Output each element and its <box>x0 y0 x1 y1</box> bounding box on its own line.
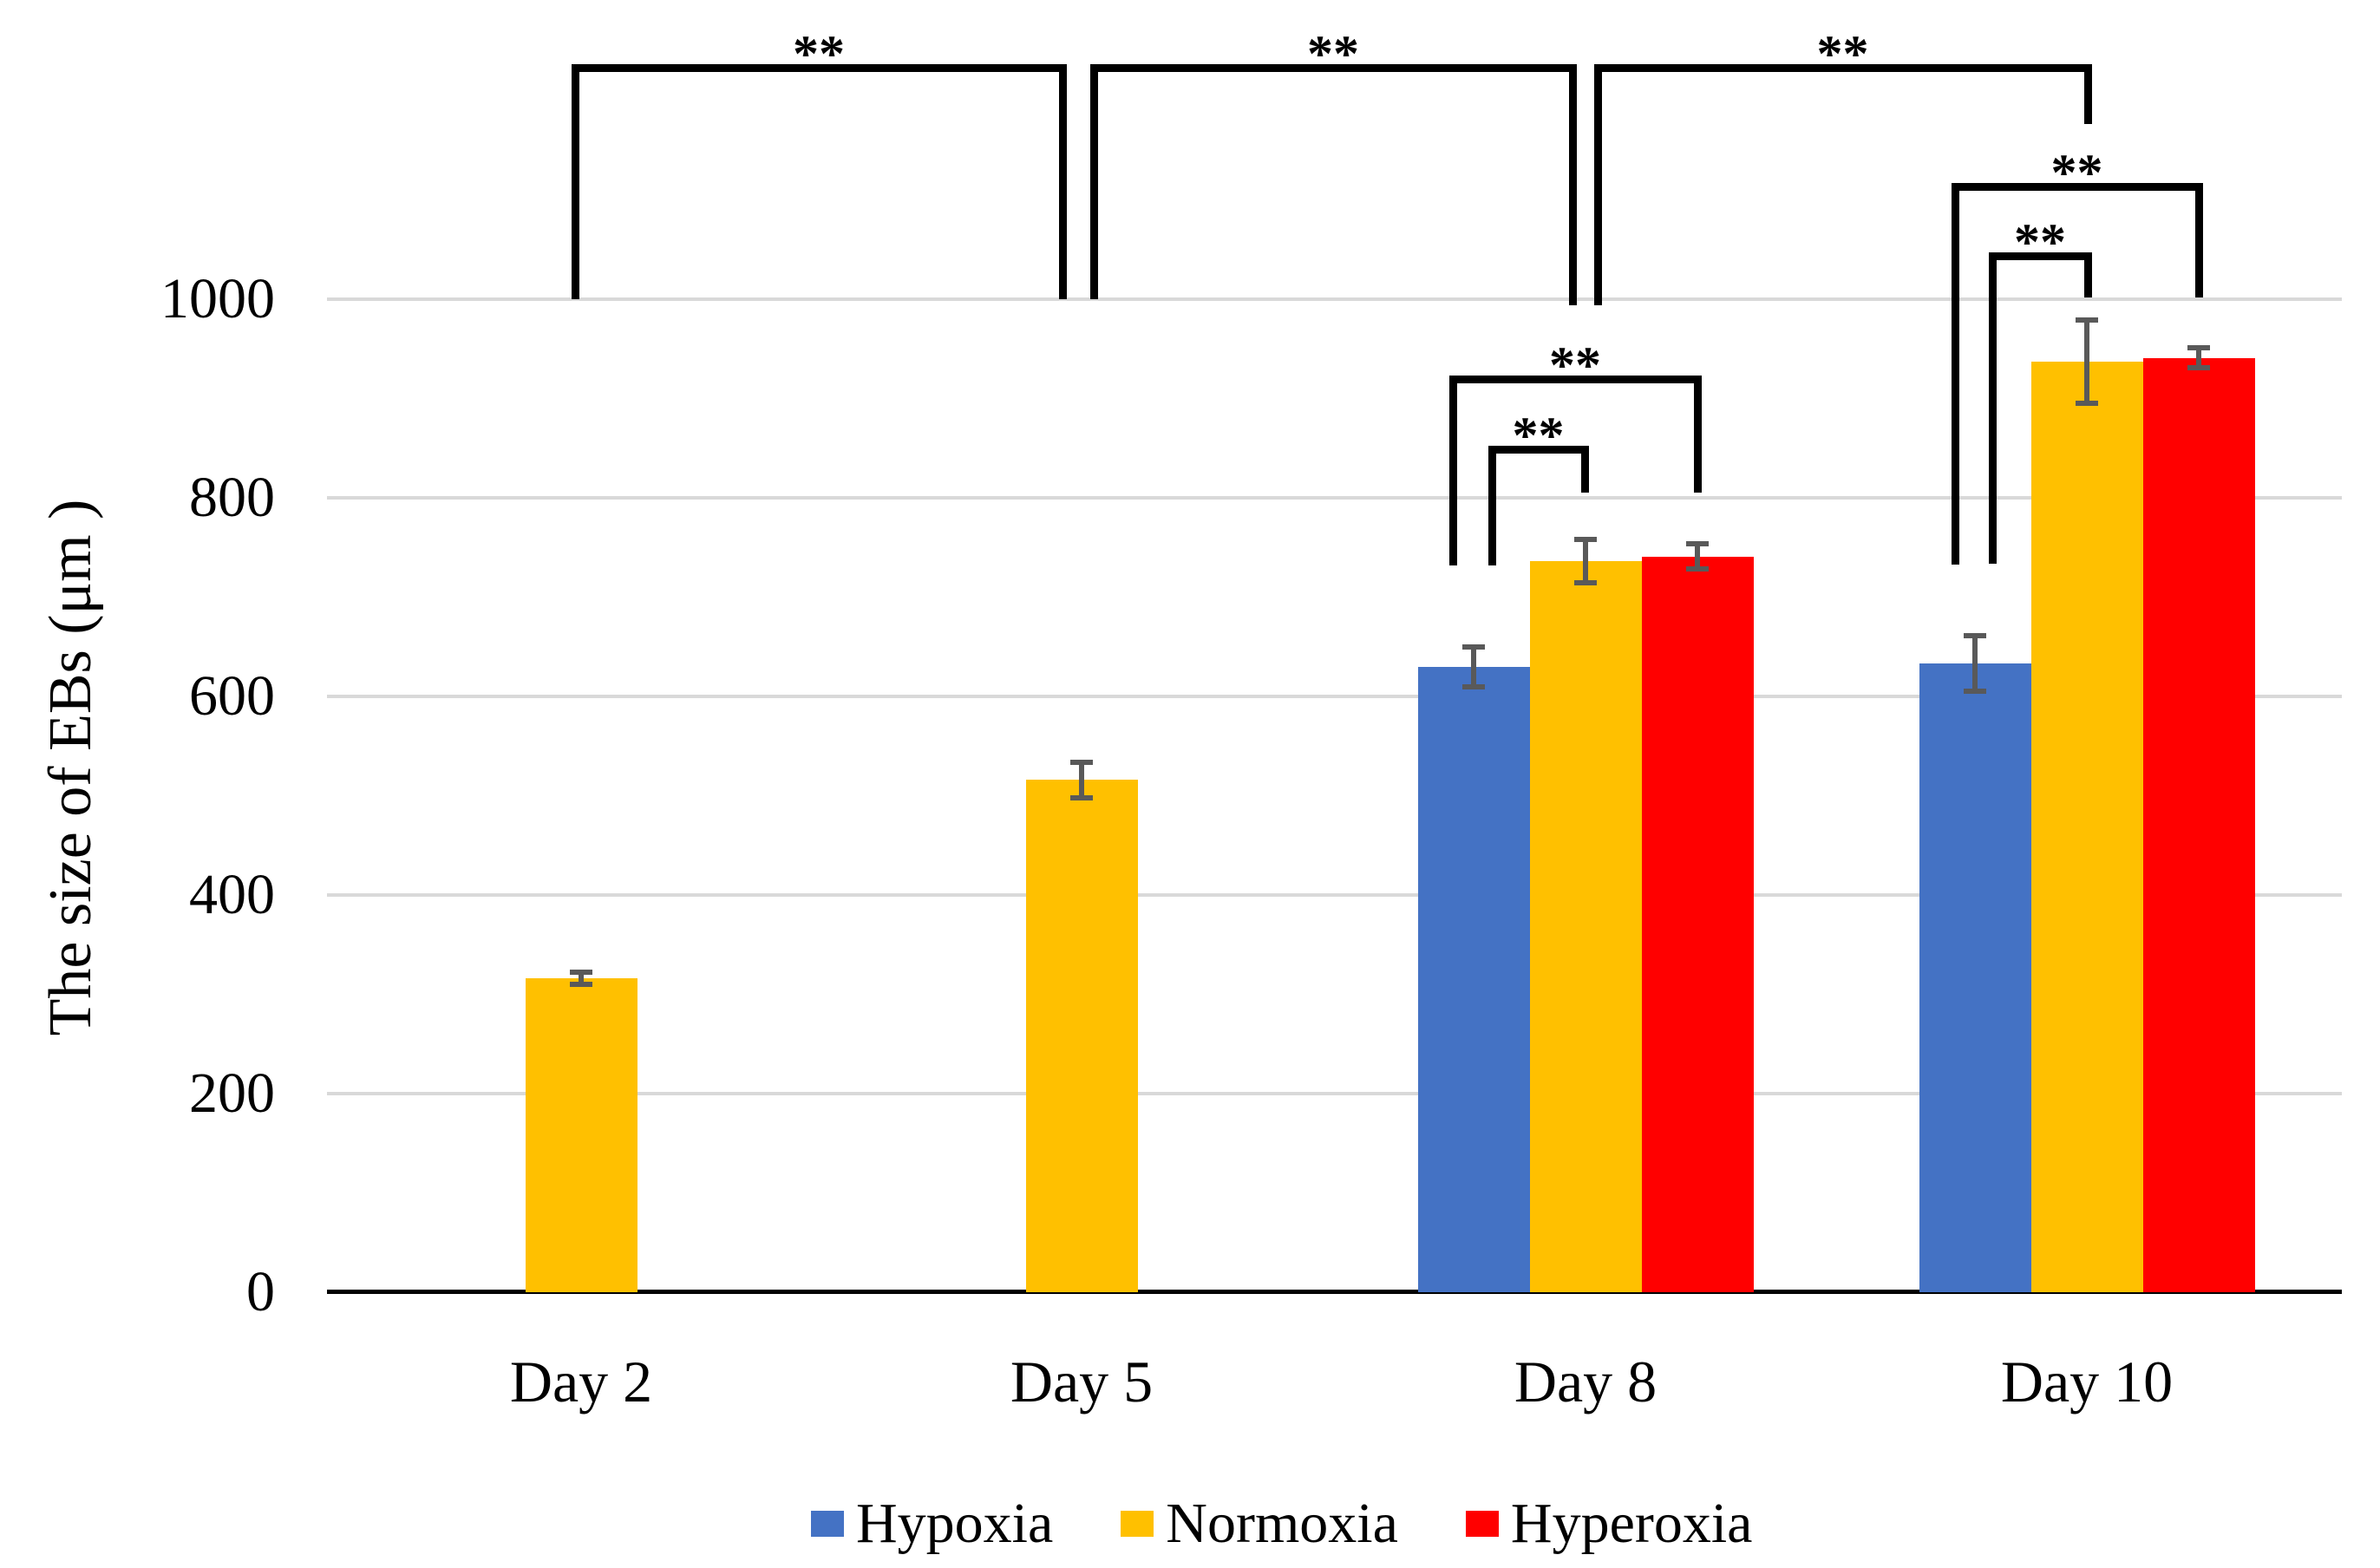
legend-swatch-hypoxia <box>811 1511 844 1537</box>
significance-bracket-7-left-leg <box>1988 252 1997 564</box>
bar-hyperoxia-day-8 <box>1641 556 1754 1292</box>
error-bar-cap-bottom <box>2076 401 2098 407</box>
legend-swatch-hyperoxia <box>1465 1511 1499 1537</box>
significance-bracket-5-right-leg <box>1580 445 1589 493</box>
error-bar-cap-top <box>1462 644 1485 650</box>
bar-hypoxia-day-10 <box>1919 663 2031 1292</box>
significance-bracket-1-top <box>571 63 1067 72</box>
significance-bracket-3-left-leg <box>1593 63 1602 305</box>
error-bar-cap-bottom <box>1462 683 1485 689</box>
significance-stars-4: ** <box>1549 336 1601 394</box>
significance-bracket-3-top <box>1593 63 2092 72</box>
error-bar-cap-top <box>1070 759 1093 765</box>
significance-stars-7: ** <box>2014 213 2066 271</box>
error-bar-normoxia-day-2 <box>579 972 584 985</box>
bar-normoxia-day-2 <box>525 978 638 1292</box>
significance-bracket-7-top <box>1988 252 2092 260</box>
legend: Hypoxia Normoxia Hyperoxia <box>811 1493 1752 1554</box>
y-axis-title: The size of EBs (μm ) <box>37 499 104 1036</box>
legend-label-normoxia: Normoxia <box>1166 1492 1398 1555</box>
x-axis-line <box>327 1290 2342 1294</box>
significance-bracket-5-top <box>1488 445 1589 454</box>
error-bar-cap-bottom <box>1070 794 1093 800</box>
significance-bracket-5-left-leg <box>1488 445 1496 565</box>
error-bar-cap-top <box>1964 633 1986 639</box>
bar-normoxia-day-8 <box>1529 561 1642 1292</box>
significance-bracket-4-top <box>1448 375 1702 383</box>
error-bar-cap-top <box>2076 317 2098 323</box>
legend-swatch-normoxia <box>1121 1511 1154 1537</box>
legend-item-normoxia: Normoxia <box>1121 1493 1398 1554</box>
x-tick-label-day-8: Day 8 <box>1514 1349 1658 1414</box>
error-bar-cap-top <box>1574 537 1597 543</box>
significance-bracket-4-left-leg <box>1448 375 1457 565</box>
gridline-600 <box>327 695 2342 698</box>
significance-stars-6: ** <box>2050 144 2103 201</box>
bar-normoxia-day-10 <box>2030 362 2143 1292</box>
gridline-400 <box>327 893 2342 897</box>
y-tick-label-800: 800 <box>189 466 275 529</box>
significance-bracket-4-right-leg <box>1693 375 1702 493</box>
x-tick-label-day-5: Day 5 <box>1010 1349 1154 1414</box>
significance-bracket-3-right-leg <box>2083 63 2092 124</box>
legend-label-hypoxia: Hypoxia <box>856 1492 1054 1555</box>
error-bar-hypoxia-day-8 <box>1471 646 1476 687</box>
error-bar-cap-bottom <box>2187 365 2210 370</box>
significance-bracket-6-left-leg <box>1951 182 1959 565</box>
legend-item-hyperoxia: Hyperoxia <box>1465 1492 1753 1555</box>
bar-hyperoxia-day-10 <box>2142 357 2255 1292</box>
error-bar-normoxia-day-10 <box>2084 320 2089 404</box>
error-bar-hyperoxia-day-10 <box>2196 348 2201 368</box>
significance-bracket-2-left-leg <box>1089 63 1098 299</box>
error-bar-cap-bottom <box>1574 580 1597 586</box>
y-tick-label-400: 400 <box>189 863 275 926</box>
error-bar-hypoxia-day-10 <box>1972 636 1978 692</box>
bar-hypoxia-day-8 <box>1417 666 1530 1292</box>
y-tick-label-200: 200 <box>189 1062 275 1125</box>
y-tick-label-600: 600 <box>189 664 275 728</box>
significance-stars-5: ** <box>1512 407 1565 464</box>
significance-stars-3: ** <box>1816 25 1869 82</box>
legend-item-hypoxia: Hypoxia <box>811 1493 1053 1554</box>
significance-stars-1: ** <box>793 25 845 82</box>
error-bar-normoxia-day-8 <box>1583 539 1588 584</box>
legend-label-hyperoxia: Hyperoxia <box>1510 1492 1753 1555</box>
x-tick-label-day-2: Day 2 <box>509 1349 653 1414</box>
significance-bracket-2-top <box>1089 63 1577 72</box>
gridline-200 <box>327 1092 2342 1095</box>
y-tick-label-1000: 1000 <box>160 267 275 330</box>
x-tick-label-day-10: Day 10 <box>2000 1349 2174 1414</box>
error-bar-hyperoxia-day-8 <box>1695 543 1700 570</box>
error-bar-cap-top <box>2187 345 2210 351</box>
significance-bracket-7-right-leg <box>2083 252 2092 297</box>
gridline-1000 <box>327 297 2342 301</box>
significance-stars-2: ** <box>1307 25 1359 82</box>
significance-bracket-1-left-leg <box>571 63 579 299</box>
significance-bracket-1-right-leg <box>1058 63 1067 299</box>
bar-normoxia-day-5 <box>1025 780 1138 1292</box>
significance-bracket-2-right-leg <box>1568 63 1577 305</box>
y-tick-label-0: 0 <box>246 1260 275 1323</box>
error-bar-cap-bottom <box>570 982 592 988</box>
significance-bracket-6-right-leg <box>2194 182 2203 297</box>
gridline-800 <box>327 496 2342 500</box>
error-bar-cap-top <box>570 970 592 976</box>
error-bar-normoxia-day-5 <box>1079 761 1084 798</box>
error-bar-cap-top <box>1686 540 1709 546</box>
error-bar-cap-bottom <box>1686 566 1709 572</box>
significance-bracket-6-top <box>1951 182 2203 191</box>
error-bar-cap-bottom <box>1964 689 1986 695</box>
